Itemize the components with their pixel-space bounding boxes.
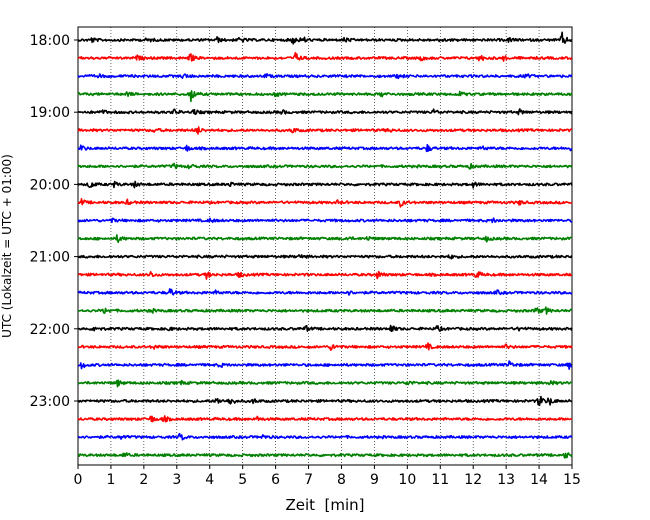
vertical-gridlines bbox=[110, 27, 540, 465]
trace-2115 bbox=[77, 270, 573, 280]
x-tick-label: 13 bbox=[497, 472, 515, 488]
trace-2245 bbox=[77, 379, 573, 388]
trace-2045 bbox=[77, 234, 573, 244]
y-tick-label: 20:00 bbox=[30, 177, 70, 193]
trace-1915 bbox=[77, 126, 573, 135]
x-tick-label: 14 bbox=[530, 472, 548, 488]
y-tick-label: 22:00 bbox=[30, 322, 70, 338]
y-axis-label: UTC (Lokalzeit = UTC + 01:00) bbox=[0, 154, 14, 338]
x-tick-label: 5 bbox=[238, 472, 247, 488]
x-tick-label: 6 bbox=[271, 472, 280, 488]
trace-2130 bbox=[77, 288, 573, 296]
plot-frame bbox=[77, 26, 573, 466]
plot-area bbox=[77, 26, 573, 466]
trace-2230 bbox=[77, 360, 573, 370]
x-tick-label: 4 bbox=[205, 472, 214, 488]
trace-1930 bbox=[77, 143, 573, 153]
trace-2100 bbox=[77, 254, 573, 260]
trace-1830 bbox=[77, 73, 573, 80]
y-tick-label: 19:00 bbox=[30, 105, 70, 121]
x-axis-ticks: 0 1 2 3 4 5 6 7 8 9 10 11 12 13 14 15 bbox=[74, 465, 581, 488]
x-tick-label: 0 bbox=[74, 472, 83, 488]
x-axis-label: Zeit [min] bbox=[285, 496, 364, 514]
trace-2015 bbox=[77, 198, 573, 208]
seismogram-traces bbox=[77, 31, 573, 459]
trace-2215 bbox=[77, 342, 573, 351]
y-tick-label: 21:00 bbox=[30, 250, 70, 266]
x-tick-label: 1 bbox=[106, 472, 115, 488]
trace-2300 bbox=[77, 395, 573, 407]
trace-2000 bbox=[77, 180, 573, 189]
x-tick-label: 9 bbox=[370, 472, 379, 488]
x-tick-label: 11 bbox=[431, 472, 449, 488]
trace-1900 bbox=[77, 108, 573, 116]
x-tick-label: 15 bbox=[563, 472, 581, 488]
trace-2345 bbox=[77, 452, 573, 459]
x-tick-label: 3 bbox=[172, 472, 181, 488]
trace-2030 bbox=[77, 217, 573, 224]
y-axis-ticks: 18:00 19:00 20:00 21:00 22:00 23:00 bbox=[30, 33, 78, 410]
y-tick-label: 23:00 bbox=[30, 394, 70, 410]
x-tick-label: 7 bbox=[304, 472, 313, 488]
x-tick-label: 10 bbox=[398, 472, 416, 488]
trace-1845 bbox=[77, 90, 573, 103]
trace-1815 bbox=[77, 52, 573, 62]
trace-2315 bbox=[77, 415, 573, 423]
trace-1945 bbox=[77, 162, 573, 170]
trace-2330 bbox=[77, 432, 573, 441]
y-tick-label: 18:00 bbox=[30, 33, 70, 49]
x-tick-label: 8 bbox=[337, 472, 346, 488]
trace-2200 bbox=[77, 324, 573, 333]
x-tick-label: 2 bbox=[139, 472, 148, 488]
x-tick-label: 12 bbox=[464, 472, 482, 488]
trace-1800 bbox=[77, 31, 573, 45]
trace-2145 bbox=[77, 306, 573, 315]
